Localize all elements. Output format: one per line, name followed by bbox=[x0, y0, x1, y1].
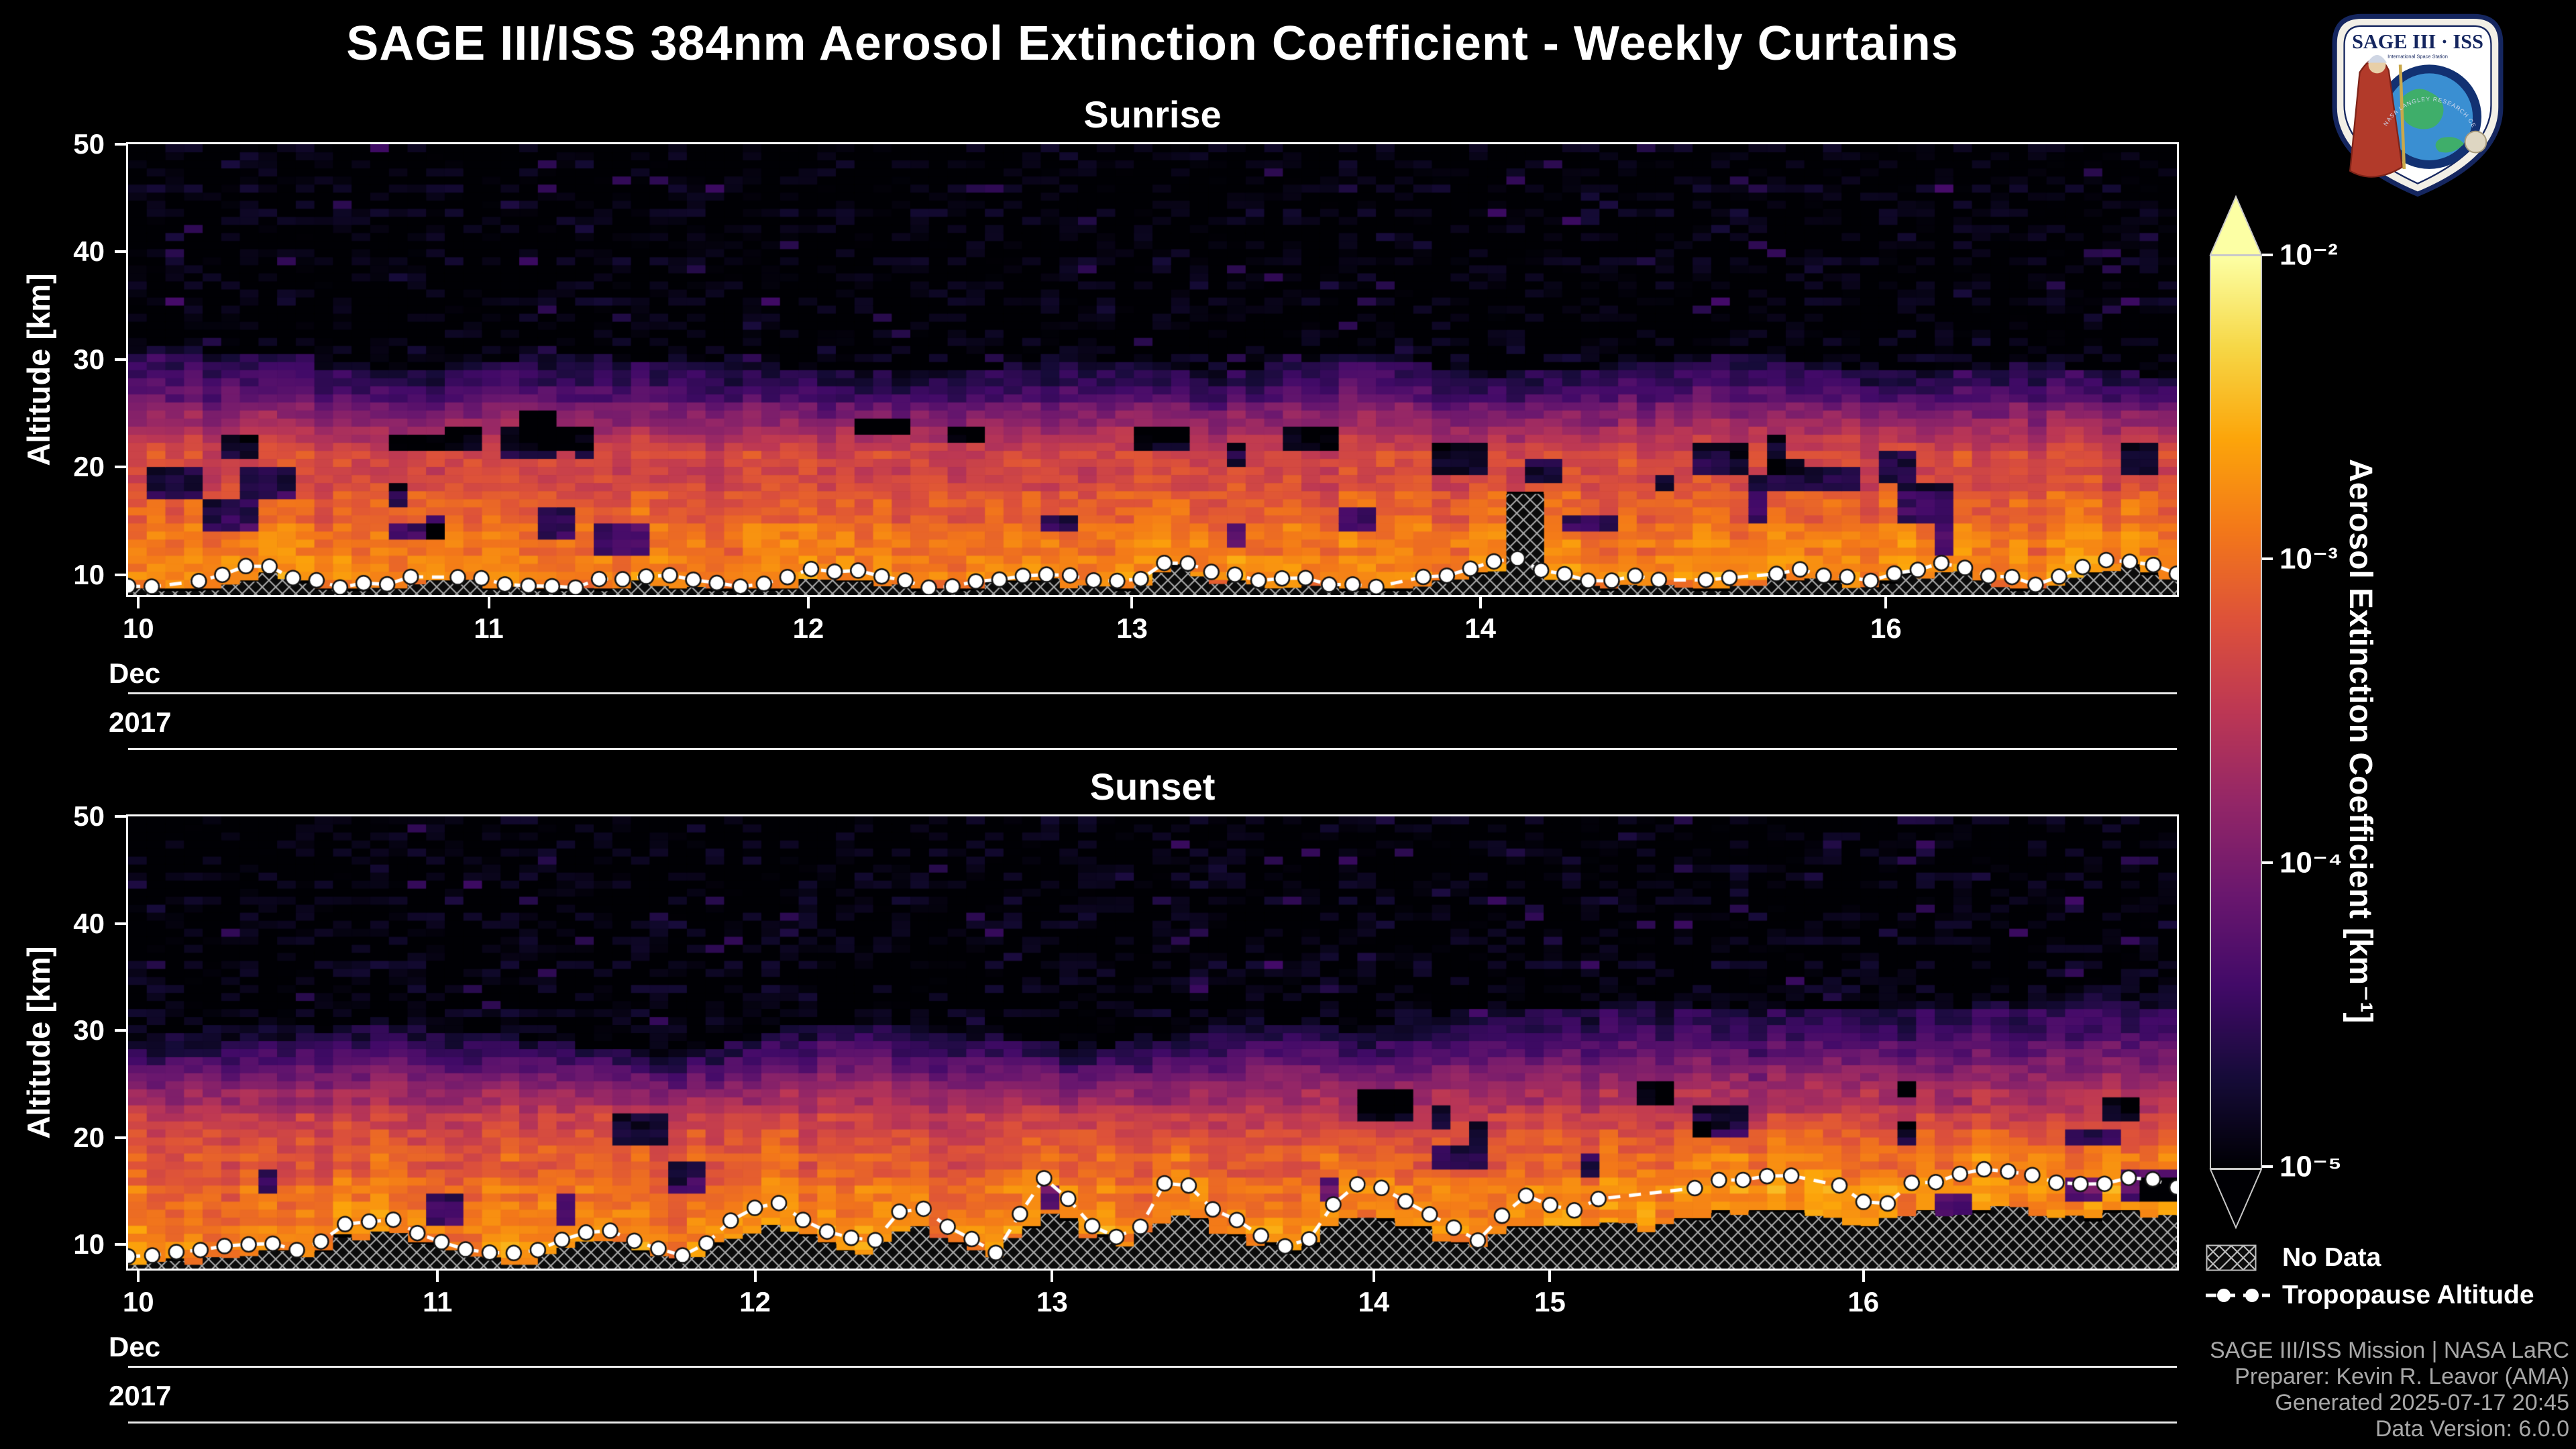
y-tick-mark bbox=[115, 143, 126, 146]
attribution: SAGE III/ISS Mission | NASA LaRC Prepare… bbox=[2210, 1338, 2569, 1442]
y-axis-label-sunrise: Altitude [km] bbox=[21, 273, 56, 466]
no-data-swatch bbox=[2206, 1244, 2270, 1271]
plot-area-sunrise bbox=[126, 142, 2179, 597]
x-tick-label: 10 bbox=[122, 612, 154, 644]
x-tick-label: 12 bbox=[739, 1286, 771, 1318]
month-axis-line-sunset bbox=[128, 1366, 2177, 1368]
x-tick-mark bbox=[1548, 1271, 1552, 1282]
x-axis-year-label-sunset: 2017 bbox=[109, 1380, 172, 1411]
colorbar-tick-label: 10⁻³ bbox=[2279, 542, 2338, 576]
mission-patch-logo: SAGE III · ISS International Space Stati… bbox=[2321, 7, 2504, 197]
year-axis-line-sunset bbox=[128, 1421, 2177, 1424]
x-tick-label: 13 bbox=[1036, 1286, 1068, 1318]
x-tick-mark bbox=[436, 1271, 439, 1282]
colorbar-tick-label: 10⁻⁵ bbox=[2279, 1150, 2342, 1183]
year-axis-line-sunrise bbox=[128, 748, 2177, 750]
y-tick-mark bbox=[115, 358, 126, 361]
panel-title-sunrise: Sunrise bbox=[1083, 93, 1222, 136]
colorbar-tick-label: 10⁻⁴ bbox=[2279, 846, 2343, 879]
x-tick-mark bbox=[1051, 1271, 1054, 1282]
no-data-hatch-icon bbox=[2206, 1244, 2257, 1271]
colorbar-tick-mark bbox=[2262, 1165, 2273, 1168]
x-tick-mark bbox=[753, 1271, 757, 1282]
patch-continent-2 bbox=[2435, 137, 2465, 153]
y-tick-mark bbox=[115, 922, 126, 925]
footer-line-generated: Generated 2025-07-17 20:45 bbox=[2275, 1390, 2569, 1415]
colorbar-min-arrow bbox=[2209, 1169, 2263, 1230]
x-tick-label: 11 bbox=[422, 1286, 453, 1318]
tropopause-swatch bbox=[2206, 1282, 2270, 1309]
x-tick-label: 15 bbox=[1534, 1286, 1566, 1318]
x-tick-mark bbox=[1479, 597, 1482, 608]
legend-label-no-data: No Data bbox=[2282, 1243, 2381, 1272]
y-tick-label: 50 bbox=[73, 800, 105, 832]
y-tick-mark bbox=[115, 1029, 126, 1032]
legend-label-tropopause: Tropopause Altitude bbox=[2282, 1281, 2534, 1309]
x-axis-month-label-sunrise: Dec bbox=[109, 657, 161, 689]
colorbar-canvas bbox=[2211, 256, 2261, 1168]
patch-title: SAGE III · ISS bbox=[2352, 30, 2483, 53]
month-axis-line-sunrise bbox=[128, 692, 2177, 694]
y-tick-mark bbox=[115, 1243, 126, 1246]
patch-subtitle: International Space Station bbox=[2387, 53, 2448, 59]
y-tick-mark bbox=[115, 573, 126, 576]
figure-title: SAGE III/ISS 384nm Aerosol Extinction Co… bbox=[346, 17, 1959, 70]
colorbar-label: Aerosol Extinction Coefficient [km⁻¹] bbox=[2343, 459, 2378, 1024]
y-tick-mark bbox=[115, 466, 126, 469]
patch-figure-hood bbox=[2367, 55, 2387, 63]
x-tick-mark bbox=[1884, 597, 1888, 608]
x-tick-mark bbox=[487, 597, 490, 608]
x-tick-label: 14 bbox=[1464, 612, 1496, 644]
colorbar-tick-mark bbox=[2262, 861, 2273, 865]
legend-item-tropopause: Tropopause Altitude bbox=[2206, 1279, 2534, 1312]
panel-title-sunset: Sunset bbox=[1089, 765, 1216, 808]
footer-line-mission: SAGE III/ISS Mission | NASA LaRC bbox=[2209, 1338, 2569, 1363]
x-tick-label: 11 bbox=[474, 612, 504, 644]
x-tick-mark bbox=[137, 1271, 140, 1282]
plot-area-sunset bbox=[126, 814, 2179, 1271]
y-tick-mark bbox=[115, 815, 126, 818]
x-tick-label: 16 bbox=[1870, 612, 1902, 644]
x-tick-mark bbox=[1130, 597, 1134, 608]
x-axis-month-label-sunset: Dec bbox=[109, 1331, 161, 1362]
x-tick-label: 13 bbox=[1116, 612, 1148, 644]
patch-staff bbox=[2398, 64, 2406, 170]
x-tick-mark bbox=[806, 597, 810, 608]
x-tick-label: 10 bbox=[122, 1286, 154, 1318]
colorbar-tick-mark bbox=[2262, 254, 2273, 256]
colorbar-gradient bbox=[2210, 255, 2262, 1169]
x-tick-mark bbox=[137, 597, 140, 608]
y-tick-mark bbox=[115, 1136, 126, 1139]
y-tick-mark bbox=[115, 250, 126, 254]
heatmap-canvas-sunset bbox=[128, 816, 2177, 1269]
patch-moon bbox=[2464, 130, 2487, 154]
patch-continent bbox=[2401, 89, 2444, 129]
y-axis-label-sunset: Altitude [km] bbox=[21, 946, 56, 1139]
legend-item-no-data: No Data bbox=[2206, 1241, 2534, 1275]
colorbar-max-arrow bbox=[2209, 195, 2263, 256]
colorbar-tick-mark bbox=[2262, 557, 2273, 560]
heatmap-canvas-sunrise bbox=[128, 144, 2177, 595]
x-tick-mark bbox=[1862, 1271, 1865, 1282]
x-tick-label: 16 bbox=[1847, 1286, 1880, 1318]
x-tick-mark bbox=[1372, 1271, 1375, 1282]
x-axis-year-label-sunrise: 2017 bbox=[109, 706, 172, 738]
y-tick-label: 50 bbox=[73, 128, 105, 160]
legend: No Data Tropopause Altitude bbox=[2206, 1241, 2534, 1316]
x-tick-label: 12 bbox=[792, 612, 824, 644]
tropopause-line-icon bbox=[2206, 1289, 2270, 1302]
colorbar-tick-label: 10⁻² bbox=[2279, 238, 2338, 272]
footer-line-version: Data Version: 6.0.0 bbox=[2375, 1416, 2569, 1442]
footer-line-preparer: Preparer: Kevin R. Leavor (AMA) bbox=[2235, 1364, 2569, 1389]
x-tick-label: 14 bbox=[1358, 1286, 1390, 1318]
